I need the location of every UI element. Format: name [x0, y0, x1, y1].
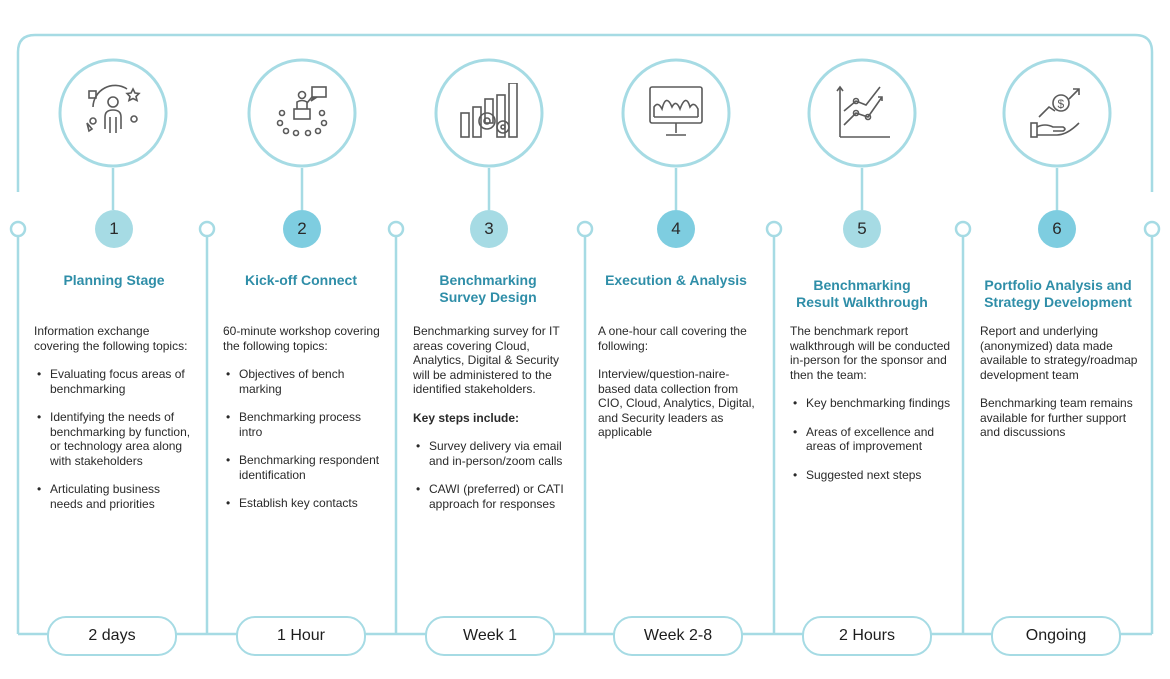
- stage-title: Benchmarking Survey Design: [439, 272, 537, 305]
- duration-pill: Week 2-8: [613, 616, 743, 656]
- connector-node: [954, 220, 972, 238]
- list-item: Benchmarking respondent identification: [223, 453, 383, 482]
- stage-description: Benchmarking survey for IT areas coverin…: [413, 324, 575, 525]
- list-item: Areas of excellence and areas of improve…: [790, 425, 952, 454]
- duration-pill: 1 Hour: [236, 616, 366, 656]
- stage-intro: Information exchange covering the follow…: [34, 324, 188, 353]
- duration-pill: Ongoing: [991, 616, 1121, 656]
- list-item: Benchmarking process intro: [223, 410, 383, 439]
- stage-description: A one-hour call covering the following: …: [598, 324, 758, 454]
- stage-description: Report and underlying (anonymized) data …: [980, 324, 1140, 454]
- stage-intro: Report and underlying (anonymized) data …: [980, 324, 1138, 382]
- stage-number-badge: 5: [843, 210, 881, 248]
- stage-paragraph: Interview/question-naire-based data coll…: [598, 367, 755, 439]
- icon-circle: [58, 58, 168, 168]
- list-item: Articulating business needs and prioriti…: [34, 482, 196, 511]
- list-item: Survey delivery via email and in-person/…: [413, 439, 575, 468]
- stage-intro: The benchmark report walkthrough will be…: [790, 324, 951, 382]
- stage-description: The benchmark report walkthrough will be…: [790, 324, 952, 496]
- stage-intro: 60-minute workshop covering the followin…: [223, 324, 380, 353]
- list-item: Key benchmarking findings: [790, 396, 952, 411]
- stage-number-badge: 3: [470, 210, 508, 248]
- stage-number-badge: 1: [95, 210, 133, 248]
- icon-circle: [621, 58, 731, 168]
- duration-pill: 2 days: [47, 616, 177, 656]
- stage-title: Execution & Analysis: [605, 272, 747, 288]
- list-item: Establish key contacts: [223, 496, 383, 511]
- list-item: Objectives of bench marking: [223, 367, 383, 396]
- svg-text:$: $: [1058, 97, 1065, 111]
- stage-paragraph: Benchmarking team remains available for …: [980, 396, 1133, 439]
- connector-node: [9, 220, 27, 238]
- icon-circle: [247, 58, 357, 168]
- icon-circle: [807, 58, 917, 168]
- stage-title: Kick-off Connect: [245, 272, 357, 288]
- hand-money-growth-icon: $: [1030, 88, 1080, 138]
- stage-title: Portfolio Analysis and Strategy Developm…: [984, 277, 1132, 310]
- stage-description: Information exchange covering the follow…: [34, 324, 196, 525]
- list-item: Identifying the needs of benchmarking by…: [34, 410, 196, 468]
- stage-intro: A one-hour call covering the following:: [598, 324, 747, 353]
- bar-chart-gears-icon: [460, 83, 518, 138]
- stage-number-badge: 6: [1038, 210, 1076, 248]
- connector-node: [765, 220, 783, 238]
- duration-pill: Week 1: [425, 616, 555, 656]
- stage-intro: Benchmarking survey for IT areas coverin…: [413, 324, 560, 396]
- stage-number-badge: 4: [657, 210, 695, 248]
- icon-circle: [1002, 58, 1112, 168]
- stage-number-badge: 2: [283, 210, 321, 248]
- connector-node: [1143, 220, 1161, 238]
- stage-title: Planning Stage: [63, 272, 165, 288]
- connector-node: [387, 220, 405, 238]
- list-item: Suggested next steps: [790, 468, 952, 483]
- stage-description: 60-minute workshop covering the followin…: [223, 324, 383, 525]
- stage-subheading: Key steps include:: [413, 410, 520, 425]
- workshop-presentation-icon: [276, 86, 328, 137]
- connector-node: [198, 220, 216, 238]
- person-stakeholders-icon: [86, 84, 141, 133]
- growth-graph-icon: [836, 85, 890, 138]
- monitor-chart-icon: [649, 86, 703, 136]
- list-item: CAWI (preferred) or CATI approach for re…: [413, 482, 575, 511]
- connector-node: [576, 220, 594, 238]
- list-item: Evaluating focus areas of benchmarking: [34, 367, 196, 396]
- stage-title: Benchmarking Result Walkthrough: [796, 277, 928, 310]
- duration-pill: 2 Hours: [802, 616, 932, 656]
